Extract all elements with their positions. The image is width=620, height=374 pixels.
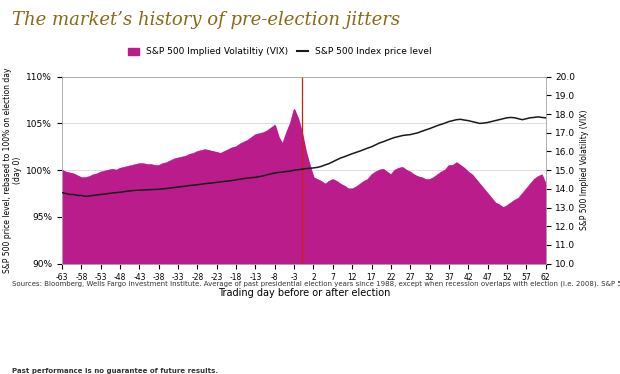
Text: Past performance is no guarantee of future results.: Past performance is no guarantee of futu…: [12, 368, 218, 374]
X-axis label: Trading day before or after election: Trading day before or after election: [218, 288, 390, 298]
Y-axis label: S&P 500 price level, rebased to 100% on election day
(day 0): S&P 500 price level, rebased to 100% on …: [3, 67, 22, 273]
Y-axis label: S&P 500 Implied Volatility (VIX): S&P 500 Implied Volatility (VIX): [580, 110, 588, 230]
Text: The market’s history of pre-election jitters: The market’s history of pre-election jit…: [12, 11, 401, 29]
Legend: S&P 500 Implied Volatiltiy (VIX), S&P 500 Index price level: S&P 500 Implied Volatiltiy (VIX), S&P 50…: [124, 44, 435, 60]
Text: Sources: Bloomberg, Wells Fargo Investment Institute. Average of past presidenti: Sources: Bloomberg, Wells Fargo Investme…: [12, 280, 620, 287]
